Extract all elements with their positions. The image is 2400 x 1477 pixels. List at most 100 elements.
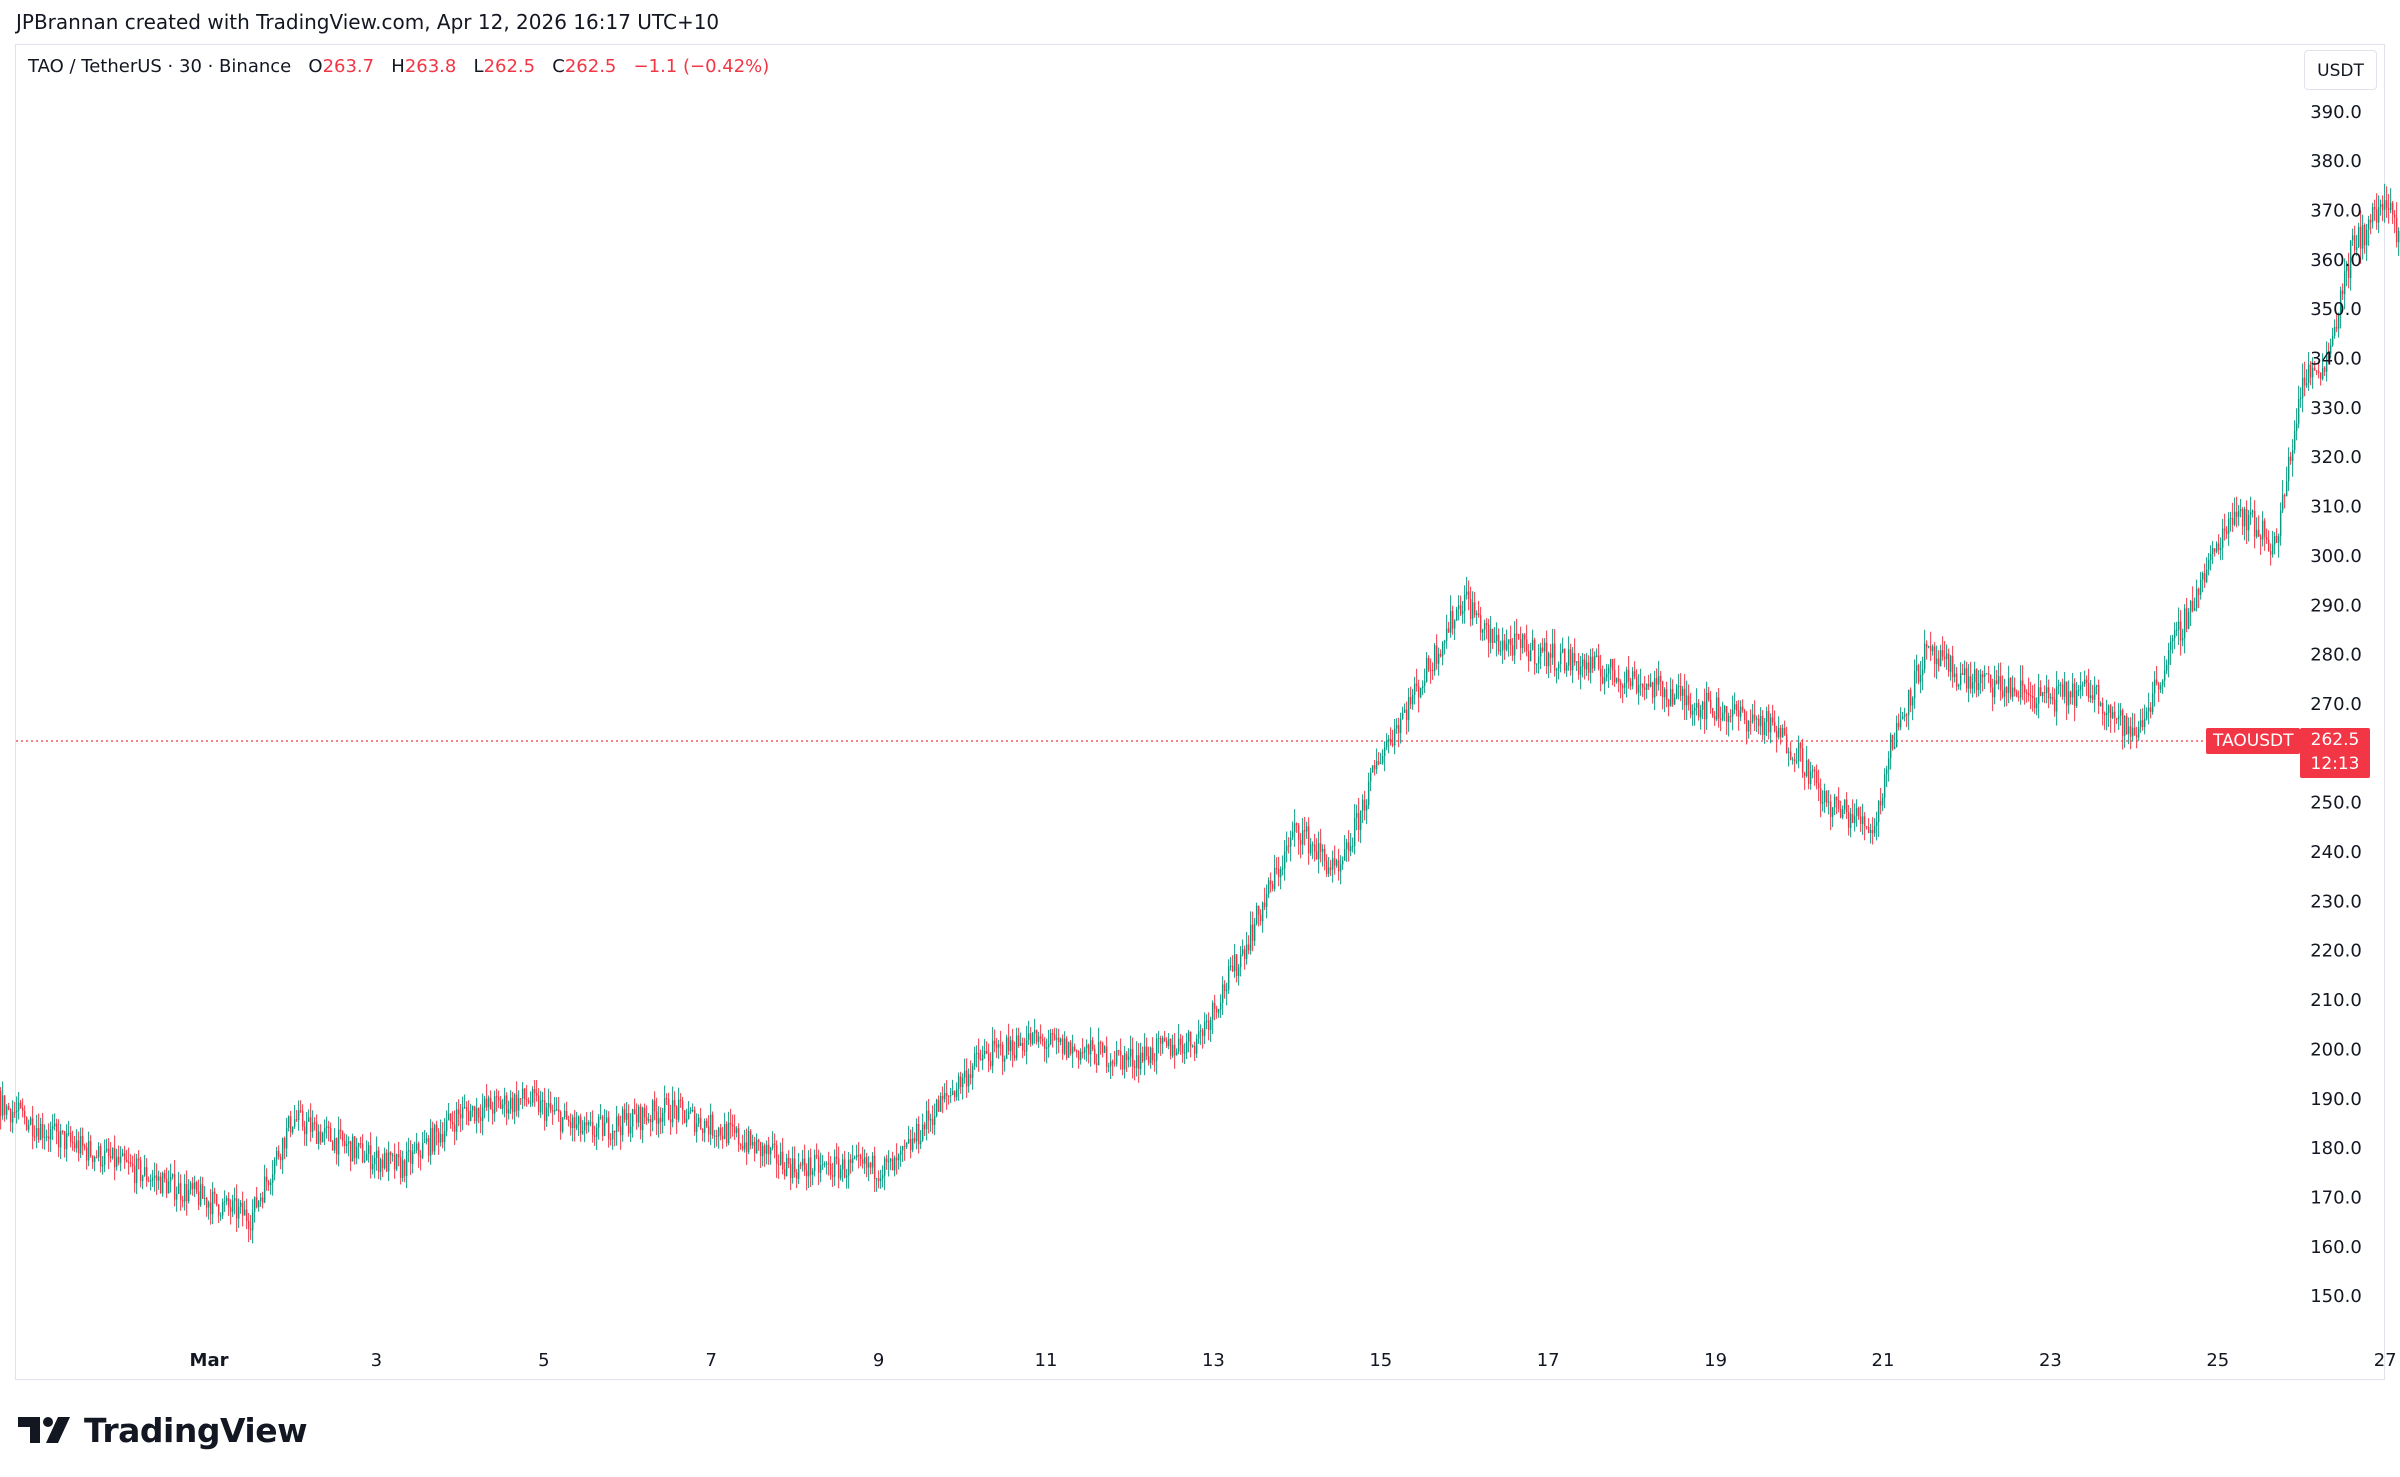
candle-body — [651, 1100, 654, 1123]
candle-body — [1561, 648, 1564, 653]
candle-body — [545, 1107, 548, 1121]
candle-body — [363, 1160, 366, 1162]
candle-body — [21, 1107, 24, 1112]
candle-body — [479, 1117, 482, 1121]
candle-body — [735, 1128, 738, 1134]
candle-body — [197, 1191, 200, 1206]
candle-body — [1191, 1045, 1194, 1047]
candle-body — [757, 1139, 760, 1142]
candle-body — [1815, 771, 1818, 784]
candle-body — [1487, 624, 1490, 643]
candle-body — [373, 1157, 376, 1165]
candle-body — [2357, 226, 2360, 248]
candle-body — [1943, 656, 1946, 660]
candle-body — [1691, 710, 1694, 715]
candle-body — [1569, 649, 1572, 671]
candle-body — [407, 1150, 410, 1152]
candle-body — [1451, 610, 1454, 629]
candle-body — [1787, 751, 1790, 753]
candle-body — [1229, 965, 1232, 967]
candle-body — [573, 1117, 576, 1129]
candle-body — [457, 1109, 460, 1114]
candle-body — [923, 1124, 926, 1130]
candle-body — [1445, 628, 1448, 641]
candle-body — [2025, 692, 2028, 694]
price-tick-label: 250.0 — [2310, 793, 2362, 814]
chart-pane[interactable] — [15, 44, 2385, 1380]
candle-body — [1579, 666, 1582, 675]
candle-body — [1543, 642, 1546, 652]
candle-body — [2315, 370, 2318, 372]
candle-body — [1639, 683, 1642, 685]
candle-body — [383, 1152, 386, 1169]
candle-body — [767, 1144, 770, 1155]
candle-body — [1765, 711, 1768, 722]
candle-body — [235, 1198, 238, 1219]
candle-body — [2373, 206, 2376, 210]
symbol-legend[interactable]: TAO / TetherUS · 30 · Binance O263.7 H26… — [28, 56, 769, 77]
candle-body — [601, 1116, 604, 1136]
candle-body — [835, 1156, 838, 1159]
candle-body — [1947, 653, 1950, 672]
candle-body — [1159, 1037, 1162, 1044]
candle-body — [509, 1097, 512, 1110]
candle-body — [789, 1164, 792, 1179]
candle-body — [1015, 1035, 1018, 1059]
time-tick-label: 11 — [1035, 1350, 1058, 1371]
candle-body — [629, 1126, 632, 1134]
candle-body — [1575, 661, 1578, 663]
candle-body — [517, 1098, 520, 1111]
candle-body — [1907, 689, 1910, 716]
candle-body — [1631, 671, 1634, 687]
candle-body — [2341, 290, 2344, 295]
candle-body — [1667, 699, 1670, 707]
currency-button[interactable]: USDT — [2304, 50, 2377, 90]
candle-body — [1063, 1038, 1066, 1054]
candle-body — [2245, 509, 2248, 531]
candle-body — [1941, 650, 1944, 657]
candle-body — [523, 1088, 526, 1100]
candle-body — [1235, 954, 1238, 976]
candle-body — [1595, 655, 1598, 657]
candle-body — [1925, 643, 1928, 648]
candle-body — [759, 1141, 762, 1157]
low-label: L — [473, 56, 484, 77]
candle-body — [881, 1175, 884, 1179]
candle-body — [2027, 692, 2030, 696]
candle-body — [2227, 518, 2230, 534]
candle-body — [817, 1156, 820, 1173]
candle-body — [3, 1095, 6, 1115]
candle-body — [2295, 423, 2298, 431]
candle-body — [831, 1175, 834, 1177]
candle-body — [77, 1140, 80, 1154]
candle-body — [2293, 430, 2296, 450]
candle-body — [873, 1155, 876, 1180]
candle-body — [1753, 714, 1756, 720]
candle-body — [2189, 601, 2192, 613]
candle-body — [1537, 656, 1540, 664]
candle-body — [1571, 653, 1574, 671]
symbol-title[interactable]: TAO / TetherUS · 30 · Binance — [28, 56, 292, 77]
candle-body — [1265, 894, 1268, 907]
candle-body — [2281, 495, 2284, 511]
candle-body — [1863, 816, 1866, 827]
candle-body — [2153, 679, 2156, 694]
candle-body — [191, 1183, 194, 1190]
candle-body — [1545, 642, 1548, 667]
candle-body — [675, 1106, 678, 1120]
candle-body — [2305, 383, 2308, 386]
candle-body — [2309, 364, 2312, 378]
time-axis[interactable]: 26Mar357911131517192123252729Apr35791113… — [0, 1350, 2400, 1371]
price-axis[interactable]: 390.0 380.0 370.0 360.0 350.0 340.0 330.0 320.0… — [2310, 102, 2362, 1307]
candle-body — [575, 1124, 578, 1129]
candle-body — [637, 1106, 640, 1123]
candle-body — [2017, 696, 2020, 698]
candle-body — [1541, 647, 1544, 652]
candle-body — [1363, 799, 1366, 811]
candle-body — [423, 1141, 426, 1143]
candle-body — [123, 1153, 126, 1160]
tradingview-logo[interactable]: TradingView — [18, 1408, 308, 1452]
candle-body — [137, 1158, 140, 1161]
candle-body — [1065, 1038, 1068, 1058]
